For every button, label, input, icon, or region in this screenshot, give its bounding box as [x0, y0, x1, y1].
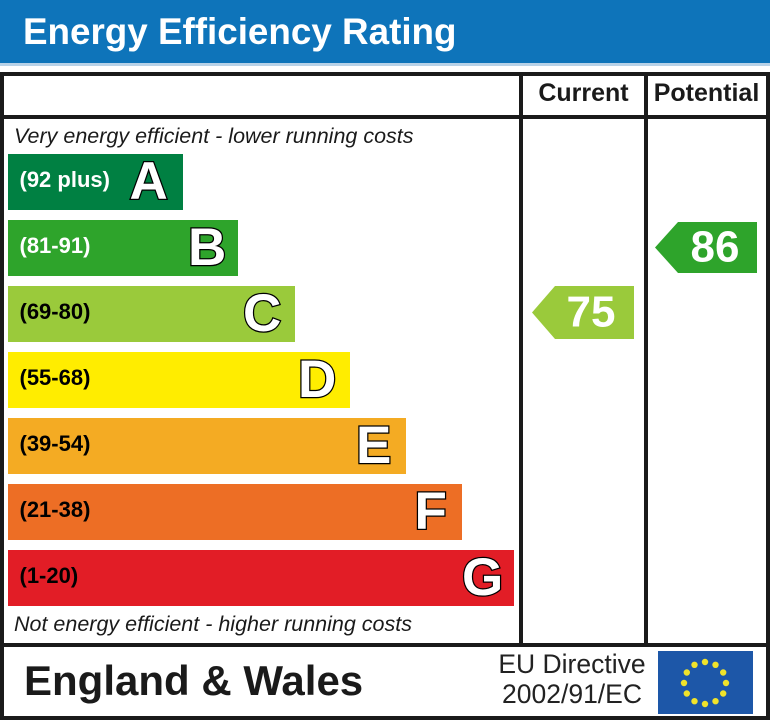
svg-text:75: 75: [567, 288, 616, 337]
svg-text:86: 86: [691, 223, 740, 272]
